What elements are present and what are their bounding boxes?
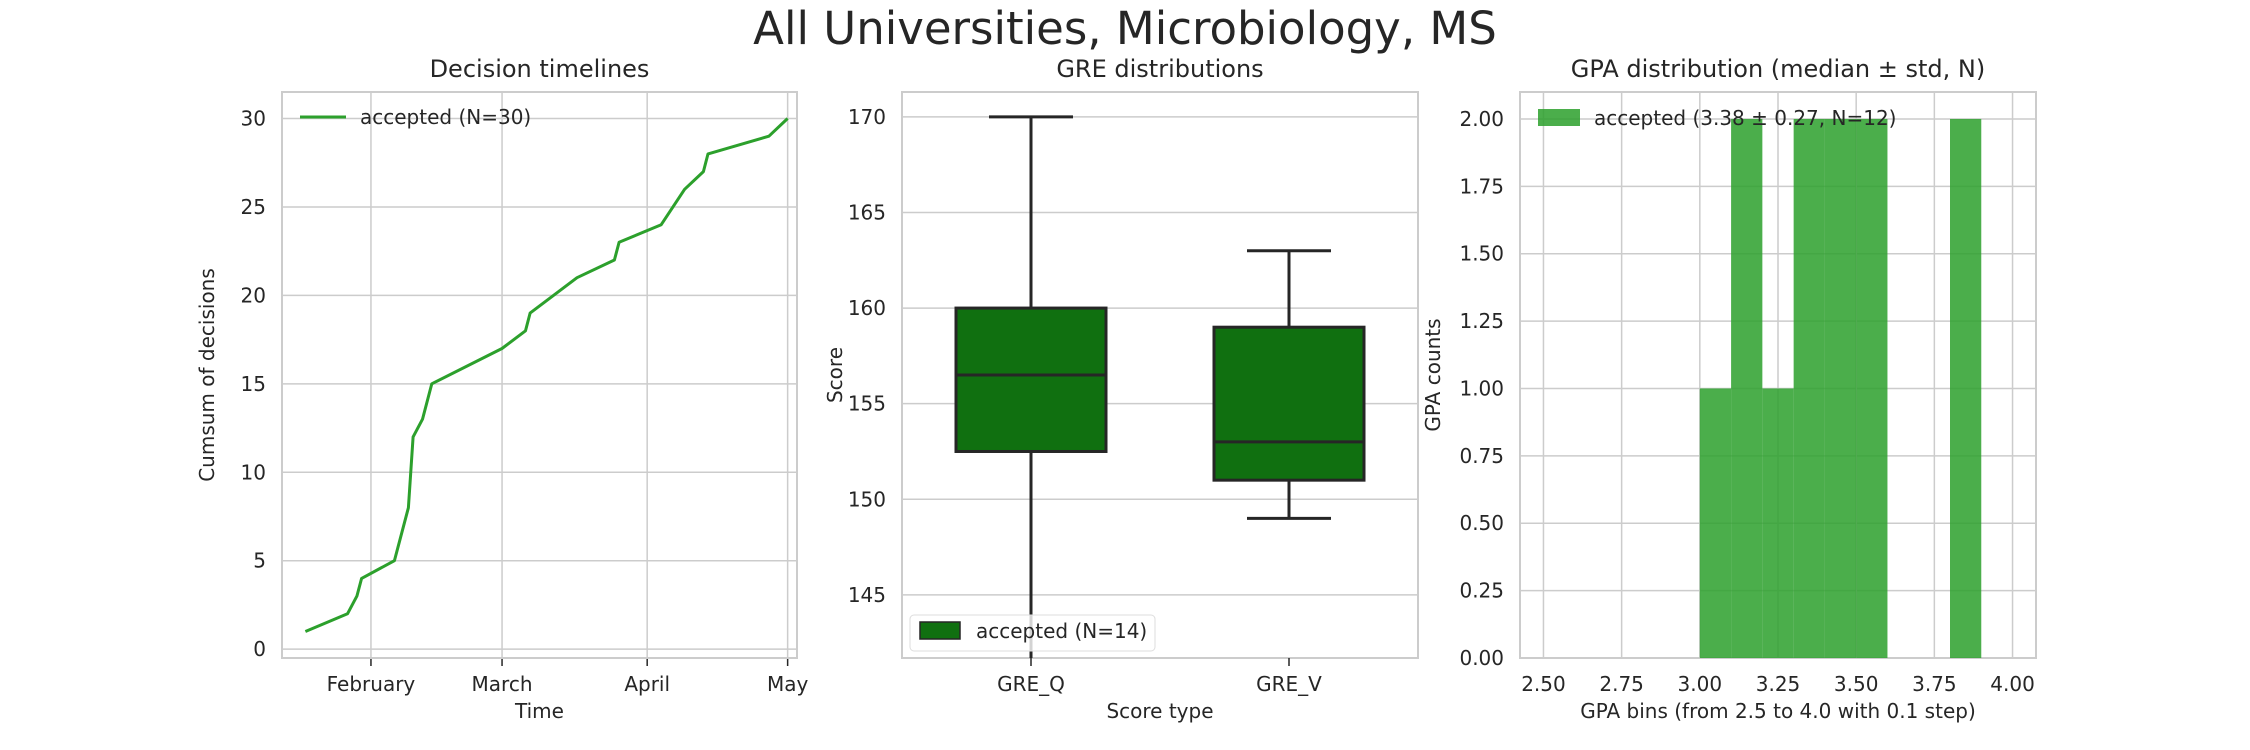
x-tick-label: May: [767, 672, 809, 696]
y-tick-label: 1.50: [1459, 242, 1504, 266]
x-tick-label: April: [624, 672, 670, 696]
plot-frame: [281, 91, 798, 659]
figure-title: All Universities, Microbiology, MS: [753, 2, 1497, 55]
histogram-bar: [1731, 118, 1763, 658]
y-tick-label: 25: [241, 195, 266, 219]
plot-frame: [901, 91, 1419, 659]
y-tick-label: 15: [241, 372, 266, 396]
y-tick-label: 30: [241, 107, 266, 131]
y-tick-label: 0.25: [1459, 579, 1504, 603]
legend-swatch: [919, 621, 961, 640]
y-tick-label: 0: [253, 637, 266, 661]
legend: accepted (3.38 ± 0.27, N=12): [1538, 106, 1896, 130]
iqr-box: [954, 306, 1108, 453]
x-tick-label: 3.25: [1756, 672, 1801, 696]
histogram-bar: [1762, 388, 1794, 658]
legend-label: accepted (N=14): [976, 619, 1147, 643]
chart-title: Decision timelines: [430, 55, 650, 83]
x-axis-label: GPA bins (from 2.5 to 4.0 with 0.1 step): [1580, 699, 1976, 723]
y-tick-label: 1.75: [1459, 174, 1504, 198]
histogram-bar: [1699, 388, 1732, 658]
y-tick-label: 0.00: [1459, 646, 1504, 670]
y-tick-label: 5: [253, 549, 266, 573]
x-tick-label: February: [327, 672, 416, 696]
y-tick-label: 145: [848, 583, 886, 607]
y-tick-label: 170: [848, 105, 886, 129]
legend: accepted (N=30): [300, 105, 531, 129]
histogram-bar: [1824, 118, 1857, 658]
histogram-bar: [1856, 118, 1888, 658]
x-tick-label: 2.50: [1521, 672, 1566, 696]
y-tick-label: 0.75: [1459, 444, 1504, 468]
legend-label: accepted (3.38 ± 0.27, N=12): [1594, 106, 1896, 130]
x-tick-label: GRE_Q: [997, 672, 1065, 696]
y-tick-label: 10: [241, 460, 266, 484]
histogram-bar: [1793, 118, 1825, 658]
y-tick-label: 0.50: [1459, 511, 1504, 535]
chart-title: GRE distributions: [1056, 55, 1263, 83]
y-tick-label: 1.25: [1459, 309, 1504, 333]
legend-label: accepted (N=30): [360, 105, 531, 129]
legend-swatch: [1538, 109, 1580, 126]
x-tick-label: 3.75: [1912, 672, 1957, 696]
y-tick-label: 160: [848, 296, 886, 320]
y-tick-label: 150: [848, 487, 886, 511]
x-tick-label: March: [472, 672, 533, 696]
x-tick-label: 3.00: [1678, 672, 1723, 696]
y-tick-label: 155: [848, 392, 886, 416]
x-tick-label: GRE_V: [1256, 672, 1322, 696]
gre-boxplot-chart: 145 150 155 160 165 170 GRE_Q GRE_V accepted (N=…: [823, 55, 1419, 723]
x-tick-label: 4.00: [1990, 672, 2035, 696]
y-tick-label: 1.00: [1459, 376, 1504, 400]
iqr-box: [1212, 325, 1366, 482]
histogram-bar: [1950, 118, 1982, 658]
y-tick-label: 20: [241, 283, 266, 307]
legend-box: [909, 614, 1156, 652]
decision-timeline-chart: 0 5 10 15 20 25 30 February March April May accepte…: [195, 55, 808, 723]
y-axis-label: Score: [823, 347, 847, 403]
x-tick-label: 2.75: [1599, 672, 1644, 696]
legend: accepted (N=14): [909, 614, 1156, 652]
x-axis-label: Score type: [1106, 699, 1213, 723]
box-gre-q: [954, 115, 1108, 658]
y-tick-label: 2.00: [1459, 107, 1504, 131]
box-gre-v: [1212, 249, 1366, 520]
x-tick-label: 3.50: [1834, 672, 1879, 696]
y-tick-label: 165: [848, 200, 886, 224]
series-line-accepted: [304, 117, 789, 633]
y-axis-label: GPA counts: [1421, 318, 1445, 431]
y-axis-label: Cumsum of decisions: [195, 268, 219, 482]
x-axis-label: Time: [514, 699, 564, 723]
gpa-histogram-chart: 0.00 0.25 0.50 0.75 1.00 1.25 1.50 1.75 2.00 2.50…: [1421, 55, 2037, 723]
chart-title: GPA distribution (median ± std, N): [1571, 55, 1985, 83]
